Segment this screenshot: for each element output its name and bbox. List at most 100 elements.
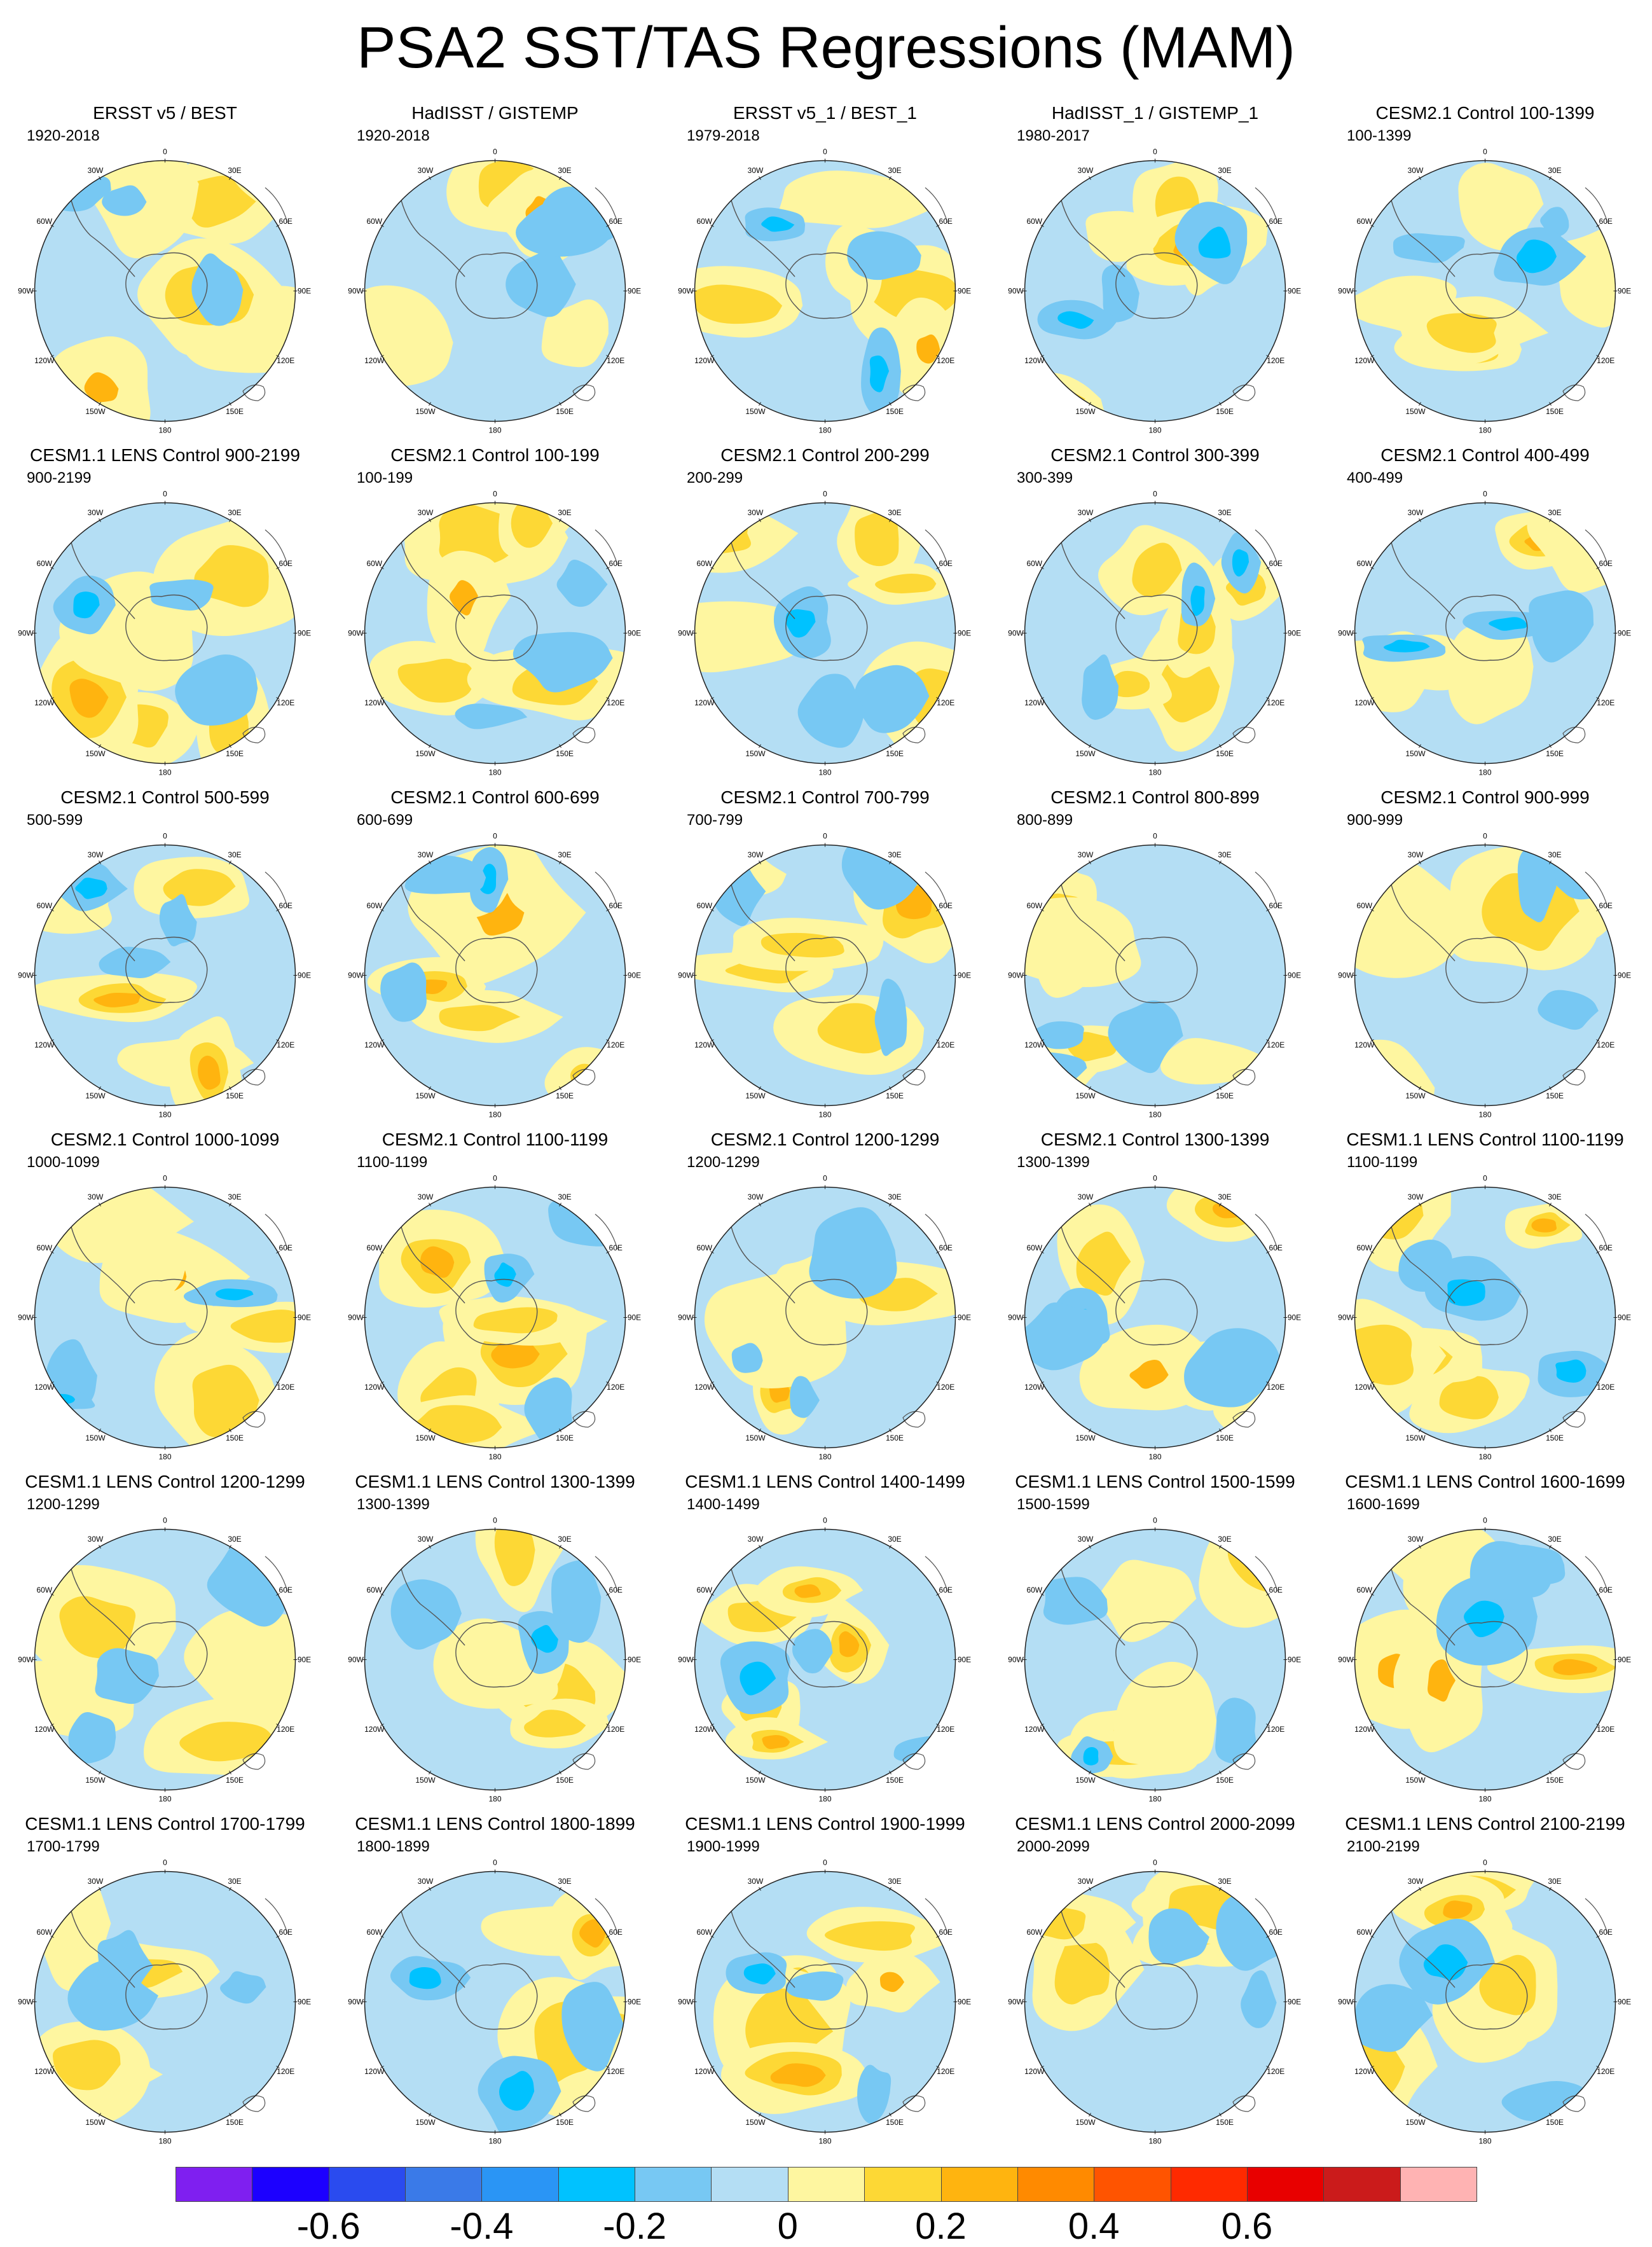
longitude-label: 120E [1597, 356, 1614, 365]
longitude-tick [99, 1887, 101, 1891]
panel-title: CESM1.1 LENS Control 1300-1399 [355, 1472, 635, 1491]
longitude-tick [606, 1593, 610, 1596]
longitude-label: 150E [226, 1434, 244, 1442]
longitude-label: 30W [88, 850, 104, 859]
longitude-label: 150W [415, 407, 436, 416]
longitude-tick [1219, 861, 1222, 864]
longitude-tick [889, 744, 891, 748]
colorbar-swatch [711, 2167, 788, 2202]
longitude-tick [710, 697, 714, 700]
panel-title: CESM1.1 LENS Control 1400-1499 [685, 1472, 965, 1491]
longitude-label: 0 [1483, 490, 1487, 499]
positive-anomaly [364, 285, 453, 386]
longitude-label: 30E [1218, 1193, 1231, 1201]
colorbar-swatch [940, 2167, 1018, 2202]
longitude-tick [380, 355, 384, 357]
longitude-tick [429, 744, 431, 748]
polar-map: 0 30E 60E 90E 120E 150E 180 150W 120W 90W 60W 30W [1008, 490, 1301, 777]
longitude-tick [1596, 355, 1600, 357]
longitude-label: 30W [418, 850, 434, 859]
longitude-label: 180 [158, 768, 171, 777]
longitude-tick [559, 402, 561, 406]
longitude-label: 120W [1354, 356, 1375, 365]
longitude-label: 60E [1599, 1243, 1613, 1252]
longitude-label: 150E [1216, 2118, 1234, 2127]
map-panel: CESM1.1 LENS Control 1400-1499 1400-1499 0… [660, 1464, 990, 1806]
polar-map: 0 30E 60E 90E 120E 150E 180 150W 120W 90W 60W 30W [348, 1516, 641, 1804]
longitude-label: 180 [818, 768, 831, 777]
longitude-label: 150E [556, 407, 574, 416]
regression-field [1354, 1187, 1616, 1448]
panel-year-range: 1100-1199 [1347, 1154, 1418, 1171]
regression-field [694, 1871, 956, 2133]
panel-title: CESM1.1 LENS Control 900-2199 [30, 445, 300, 465]
longitude-label: 60W [1026, 1928, 1042, 1937]
map-panel: CESM1.1 LENS Control 1500-1599 1500-1599 0… [990, 1464, 1320, 1806]
longitude-tick [1549, 176, 1552, 180]
negative-anomaly [561, 1982, 624, 2071]
panel-year-range: 1980-2017 [1017, 127, 1090, 144]
positive-anomaly [524, 1710, 586, 1738]
longitude-label: 90E [958, 971, 971, 980]
longitude-label: 180 [1148, 1453, 1161, 1462]
longitude-label: 0 [1483, 1516, 1487, 1525]
longitude-tick [229, 1545, 231, 1549]
longitude-tick [429, 861, 431, 864]
longitude-tick [429, 402, 431, 406]
new-zealand-coastline [242, 1068, 266, 1086]
longitude-label: 60W [1356, 559, 1372, 568]
longitude-tick [1370, 1251, 1374, 1254]
longitude-label: 150W [85, 1091, 106, 1100]
longitude-label: 180 [1478, 2137, 1491, 2146]
negative-anomaly [743, 1963, 776, 1985]
longitude-tick [889, 1545, 891, 1549]
positive-anomaly [1479, 1954, 1536, 2015]
longitude-label: 150E [556, 1091, 574, 1100]
polar-map: 0 30E 60E 90E 120E 150E 180 150W 120W 90W 60W 30W [1338, 1516, 1631, 1804]
positive-anomaly [694, 516, 751, 555]
longitude-label: 0 [163, 148, 167, 156]
positive-anomaly [1241, 1535, 1277, 1574]
longitude-label: 90W [1338, 1656, 1354, 1664]
positive-anomaly [198, 1055, 221, 1090]
panel-title: CESM2.1 Control 1100-1199 [382, 1130, 609, 1149]
longitude-label: 60E [609, 1586, 623, 1594]
panel-year-range: 300-399 [1017, 469, 1073, 487]
new-zealand-coastline [572, 1753, 596, 1770]
south-america-coastline [731, 200, 795, 277]
longitude-label: 150W [1405, 1776, 1426, 1785]
longitude-label: 120E [1267, 356, 1284, 365]
south-america-coastline [1391, 542, 1456, 619]
new-zealand-coastline [902, 1411, 926, 1428]
new-zealand-coastline [572, 1411, 596, 1428]
longitude-label: 30E [888, 1193, 901, 1201]
longitude-label: 150W [1405, 2118, 1426, 2127]
south-america-coastline [1391, 1911, 1456, 1988]
longitude-tick [276, 1381, 280, 1384]
antarctica-coastline [1115, 1278, 1198, 1346]
longitude-label: 90W [348, 287, 364, 296]
longitude-tick [1040, 355, 1044, 357]
longitude-label: 120E [607, 1041, 624, 1049]
polar-map: 0 30E 60E 90E 120E 150E 180 150W 120W 90W 60W 30W [348, 490, 641, 777]
colorbar-tick-label: -0.6 [296, 2206, 361, 2247]
panel-title: CESM1.1 LENS Control 1600-1699 [1345, 1472, 1625, 1491]
longitude-label: 60E [939, 217, 953, 226]
longitude-label: 90E [628, 971, 641, 980]
panel-title: CESM2.1 Control 800-899 [1050, 787, 1260, 807]
longitude-label: 120W [364, 2067, 385, 2076]
longitude-label: 150W [745, 407, 766, 416]
positive-anomaly [879, 1972, 905, 1993]
longitude-label: 30E [1218, 850, 1231, 859]
longitude-tick [710, 1381, 714, 1384]
polar-map: 0 30E 60E 90E 120E 150E 180 150W 120W 90W 60W 30W [678, 490, 971, 777]
longitude-label: 30E [228, 508, 241, 517]
colorbar-tick-label: 0.6 [1221, 2206, 1273, 2247]
longitude-tick [1419, 1545, 1421, 1549]
negative-anomaly [556, 560, 608, 607]
africa-coastline [1585, 871, 1608, 908]
longitude-label: 120W [34, 1725, 55, 1734]
new-zealand-coastline [242, 1753, 266, 1770]
negative-anomaly [797, 674, 865, 748]
longitude-label: 150E [1216, 1776, 1234, 1785]
